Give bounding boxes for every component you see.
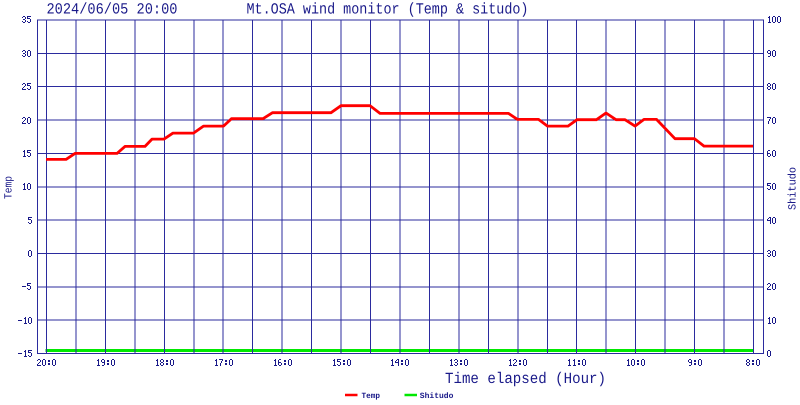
svg-text:Temp: Temp: [362, 392, 381, 400]
svg-text:Time elapsed (Hour): Time elapsed (Hour): [445, 370, 606, 388]
svg-text:Temp: Temp: [4, 176, 16, 199]
svg-text:Shitudo: Shitudo: [420, 392, 454, 400]
svg-text:Shitudo: Shitudo: [788, 167, 800, 210]
svg-text:2024/06/05 20:00: 2024/06/05 20:00: [47, 1, 178, 19]
svg-text:Mt.OSA wind monitor (Temp & si: Mt.OSA wind monitor (Temp & situdo): [247, 1, 529, 19]
